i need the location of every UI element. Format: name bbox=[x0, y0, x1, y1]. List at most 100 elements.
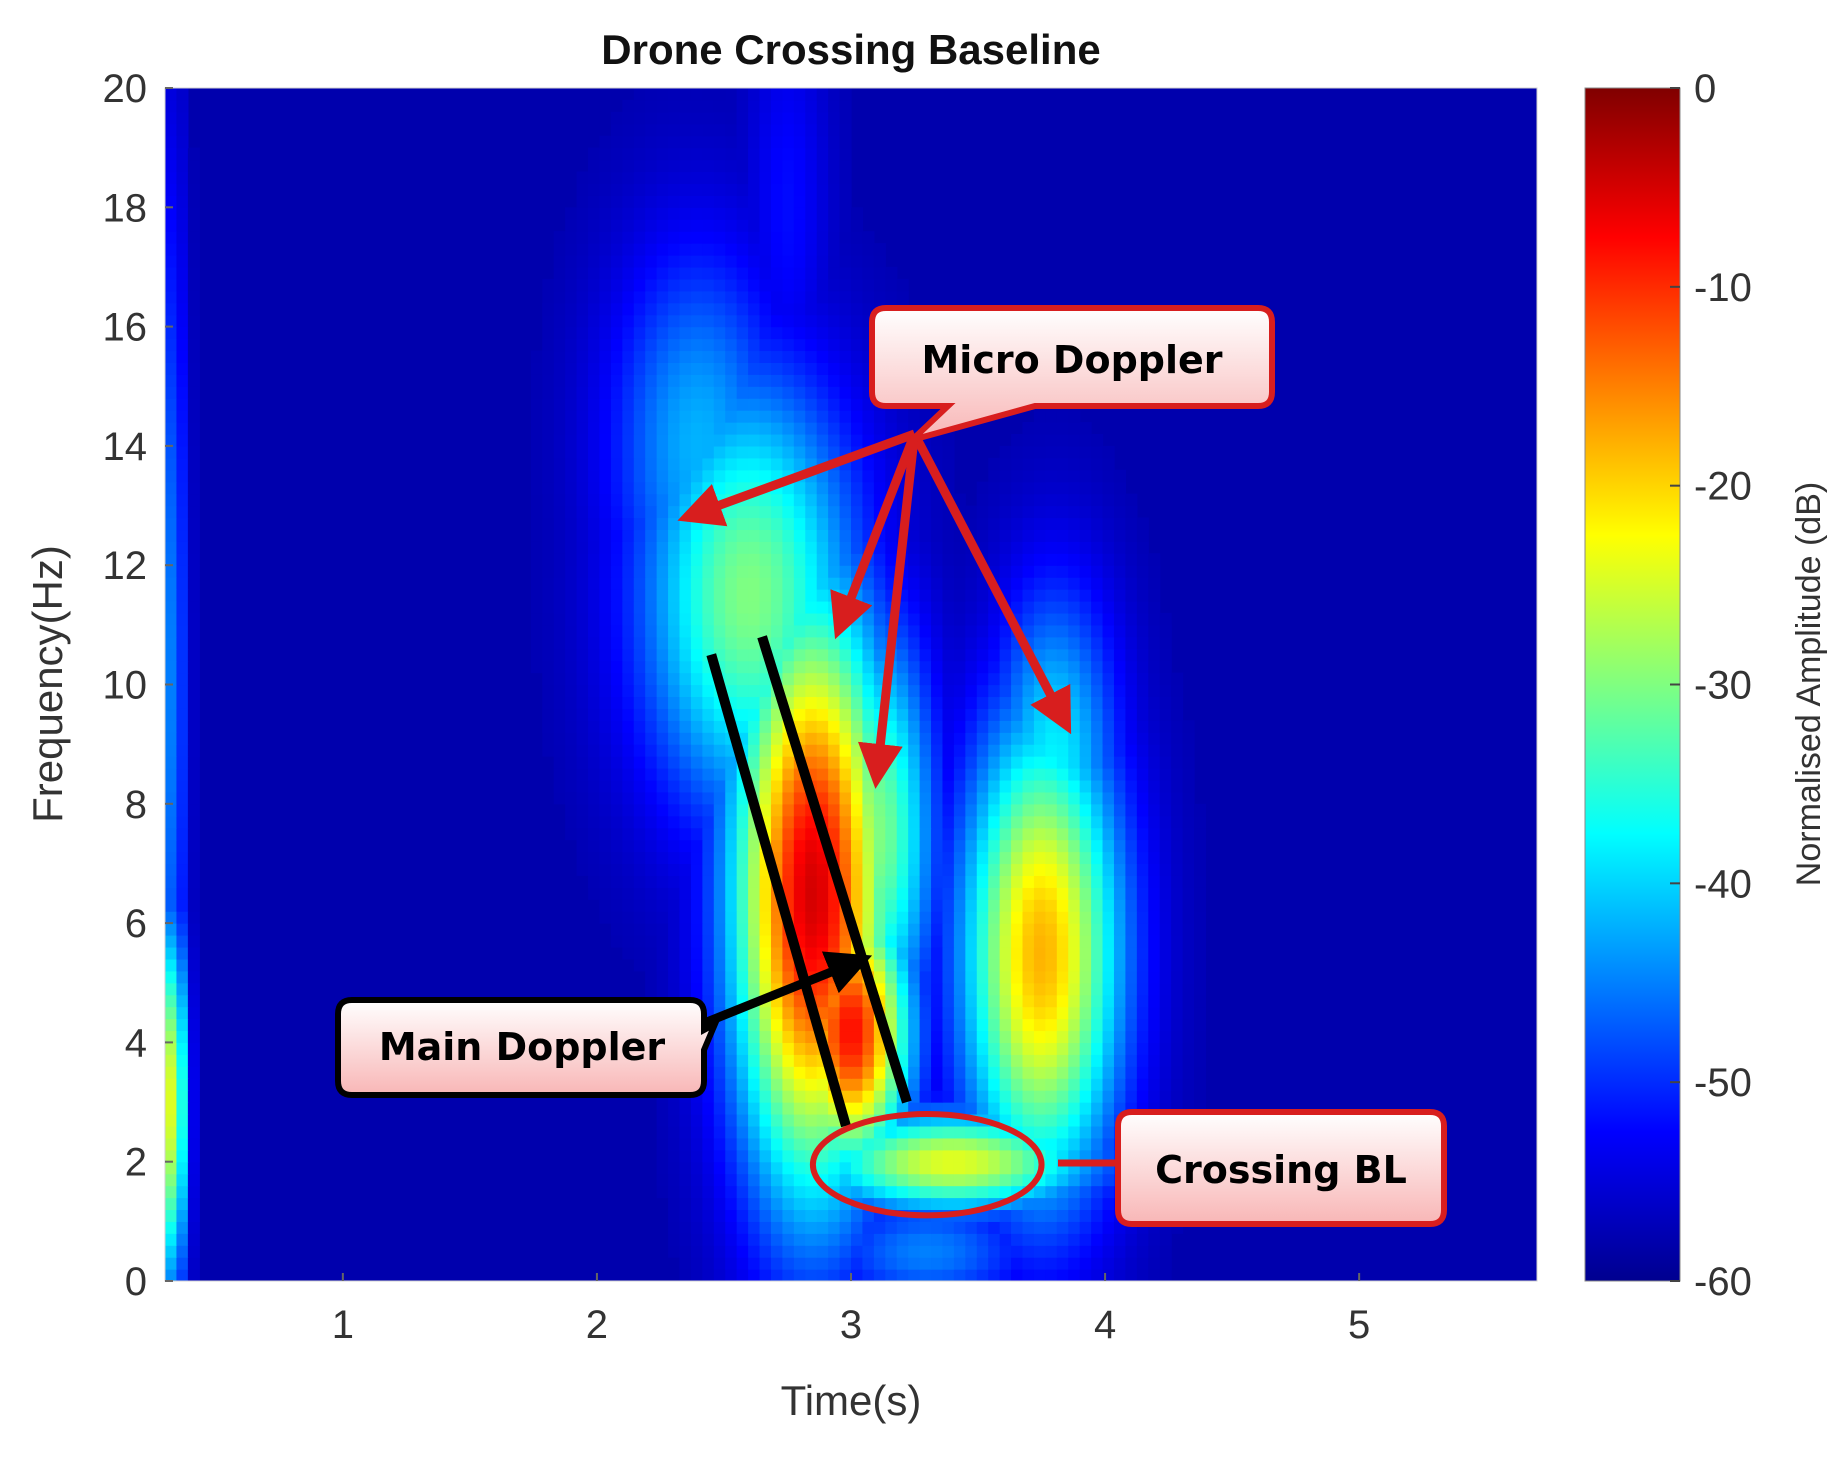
heatmap-cell bbox=[1022, 970, 1035, 984]
heatmap-cell bbox=[1159, 672, 1172, 686]
heatmap-cell bbox=[1011, 1006, 1024, 1020]
heatmap-cell bbox=[576, 386, 589, 399]
heatmap-cell bbox=[931, 744, 944, 757]
heatmap-cell bbox=[1125, 1066, 1138, 1079]
heatmap-cell bbox=[1022, 1161, 1035, 1175]
heatmap-cell bbox=[793, 1209, 806, 1222]
heatmap-cell bbox=[965, 672, 978, 686]
heatmap-cell bbox=[919, 899, 932, 912]
heatmap-cell bbox=[759, 923, 772, 936]
heatmap-cell bbox=[896, 624, 909, 638]
heatmap-cell bbox=[896, 875, 909, 888]
heatmap-cell bbox=[1011, 1233, 1024, 1246]
heatmap-cell bbox=[862, 612, 875, 626]
heatmap-cell bbox=[713, 1197, 726, 1211]
heatmap-cell bbox=[770, 88, 783, 101]
heatmap-cell bbox=[702, 1221, 715, 1234]
micro-doppler-arrow bbox=[677, 429, 917, 527]
heatmap-cell bbox=[713, 123, 726, 137]
heatmap-cell bbox=[1148, 672, 1161, 686]
heatmap-cell bbox=[896, 684, 909, 698]
heatmap-cell bbox=[1125, 1042, 1138, 1055]
heatmap-cell bbox=[176, 1102, 189, 1115]
heatmap-cell bbox=[187, 1257, 200, 1270]
heatmap-cell bbox=[679, 302, 692, 316]
heatmap-cell bbox=[633, 708, 646, 721]
heatmap-cell bbox=[713, 159, 726, 173]
heatmap-cell bbox=[725, 314, 738, 328]
heatmap-cell bbox=[748, 243, 761, 256]
heatmap-cell bbox=[1102, 565, 1115, 578]
heatmap-cell bbox=[1022, 911, 1035, 924]
heatmap-cell bbox=[1045, 827, 1058, 841]
heatmap-cell bbox=[542, 505, 555, 519]
heatmap-cell bbox=[187, 935, 200, 948]
heatmap-cell bbox=[588, 815, 601, 829]
heatmap-cell bbox=[965, 779, 978, 793]
heatmap-cell bbox=[645, 266, 658, 280]
heatmap-cell bbox=[793, 302, 806, 316]
heatmap-cell bbox=[679, 1125, 692, 1139]
heatmap-cell bbox=[873, 863, 886, 876]
heatmap-cell bbox=[187, 982, 200, 996]
heatmap-cell bbox=[851, 541, 864, 554]
heatmap-cell bbox=[725, 422, 738, 435]
heatmap-cell bbox=[999, 768, 1012, 781]
heatmap-cell bbox=[588, 183, 601, 196]
heatmap-cell bbox=[873, 243, 886, 256]
heatmap-cell bbox=[576, 600, 589, 614]
heatmap-cell bbox=[1011, 1209, 1024, 1222]
heatmap-cell bbox=[1102, 1221, 1115, 1234]
heatmap-cell bbox=[931, 768, 944, 781]
heatmap-cell bbox=[656, 827, 669, 841]
heatmap-cell bbox=[1091, 958, 1104, 972]
heatmap-cell bbox=[782, 600, 795, 614]
heatmap-cell bbox=[770, 708, 783, 721]
heatmap-cell bbox=[713, 851, 726, 865]
heatmap-cell bbox=[622, 493, 635, 507]
heatmap-cell bbox=[851, 278, 864, 292]
heatmap-cell bbox=[828, 648, 841, 662]
heatmap-cell bbox=[1079, 1125, 1092, 1139]
heatmap-cell bbox=[1136, 982, 1149, 996]
heatmap-cell bbox=[187, 875, 200, 888]
heatmap-cell bbox=[713, 1090, 726, 1103]
heatmap-cell bbox=[736, 970, 749, 984]
heatmap-cell bbox=[668, 923, 681, 936]
heatmap-cell bbox=[702, 744, 715, 757]
heatmap-cell bbox=[839, 660, 852, 674]
heatmap-cell bbox=[1136, 708, 1149, 721]
heatmap-cell bbox=[588, 410, 601, 423]
heatmap-cell bbox=[679, 887, 692, 900]
heatmap-cell bbox=[1022, 1113, 1035, 1127]
heatmap-cell bbox=[908, 1018, 921, 1032]
heatmap-cell bbox=[851, 863, 864, 876]
heatmap-cell bbox=[588, 469, 601, 483]
heatmap-cell bbox=[759, 374, 772, 387]
heatmap-cell bbox=[942, 875, 955, 888]
heatmap-cell bbox=[1056, 612, 1069, 626]
heatmap-cell bbox=[988, 505, 1001, 519]
heatmap-cell bbox=[530, 374, 543, 387]
heatmap-cell bbox=[965, 923, 978, 936]
heatmap-cell bbox=[976, 660, 989, 674]
heatmap-cell bbox=[816, 362, 829, 375]
heatmap-cell bbox=[1113, 756, 1126, 769]
heatmap-cell bbox=[1159, 1257, 1172, 1270]
heatmap-cell bbox=[999, 1137, 1012, 1151]
heatmap-cell bbox=[748, 1125, 761, 1139]
heatmap-cell bbox=[1022, 1245, 1035, 1258]
heatmap-cell bbox=[1159, 791, 1172, 805]
heatmap-cell bbox=[725, 624, 738, 638]
heatmap-cell bbox=[622, 159, 635, 173]
heatmap-cell bbox=[176, 839, 189, 853]
heatmap-cell bbox=[553, 326, 566, 340]
heatmap-cell bbox=[805, 1197, 818, 1211]
heatmap-cell bbox=[610, 266, 623, 280]
heatmap-cell bbox=[599, 195, 612, 208]
heatmap-cell bbox=[622, 660, 635, 674]
heatmap-cell bbox=[599, 529, 612, 542]
heatmap-cell bbox=[793, 111, 806, 125]
heatmap-cell bbox=[793, 1078, 806, 1091]
heatmap-cell bbox=[165, 911, 178, 924]
